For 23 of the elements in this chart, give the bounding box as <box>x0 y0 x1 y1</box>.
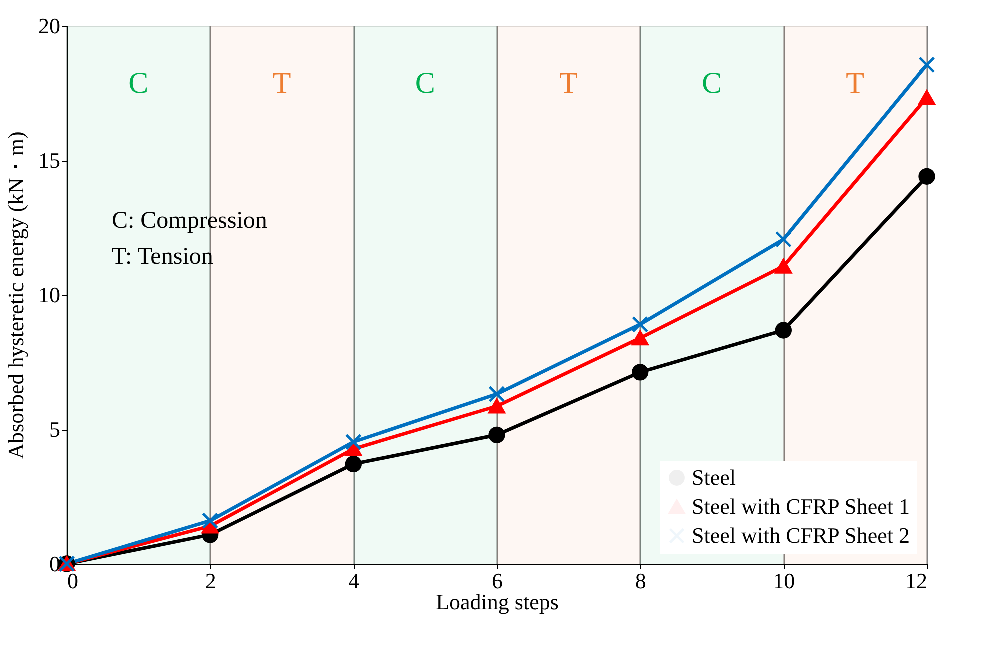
x-tick-label: 8 <box>635 568 646 594</box>
annotation: T: Tension <box>112 244 214 270</box>
y-tick-label: 0 <box>50 552 60 576</box>
legend-label: Steel <box>692 465 736 490</box>
annotation: C: Compression <box>112 208 268 234</box>
band-label: C <box>702 67 722 100</box>
x-tick-label: 4 <box>348 568 360 594</box>
x-tick-label: 10 <box>773 568 796 594</box>
legend-label: Steel with CFRP Sheet 1 <box>692 494 910 519</box>
band-label: T <box>272 67 292 100</box>
y-tick-label: 5 <box>50 417 60 442</box>
band-label: C <box>415 67 436 100</box>
x-tick-label: 2 <box>205 568 216 594</box>
legend-label: Steel with CFRP Sheet 2 <box>692 523 910 548</box>
x-tick-label: 0 <box>68 568 78 594</box>
band-label: C <box>128 67 149 100</box>
x-tick-label: 12 <box>906 568 928 594</box>
y-tick-label: 15 <box>38 148 60 173</box>
y-tick-label: 20 <box>38 14 60 38</box>
y-axis-title: Absorbed hysteretic energy (kN・m) <box>4 132 28 460</box>
band-label: T <box>846 67 864 100</box>
band-label: T <box>560 67 578 100</box>
y-tick-label: 10 <box>38 282 60 308</box>
